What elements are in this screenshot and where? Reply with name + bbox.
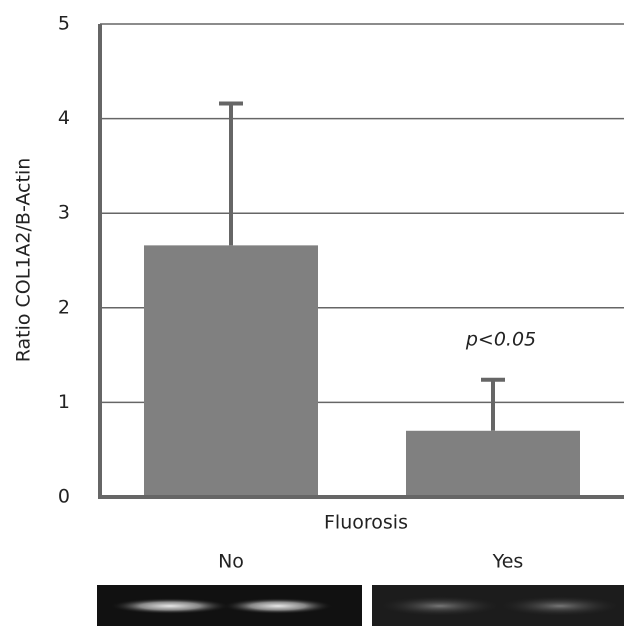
chart: Ratio COL1A2/B-Actin Fluorosis 0 1 2 3 4 5 No Y… bbox=[0, 0, 624, 626]
gel-image bbox=[97, 585, 624, 626]
x-tick-label: Yes bbox=[492, 551, 524, 573]
y-tick-label: 3 bbox=[58, 202, 70, 224]
page: Ratio COL1A2/B-Actin Fluorosis 0 1 2 3 4 5 No Y… bbox=[0, 0, 624, 630]
x-tick-label: No bbox=[218, 551, 244, 573]
y-tick-label: 4 bbox=[58, 107, 70, 129]
y-tick-label: 2 bbox=[58, 296, 70, 318]
y-tick-label: 1 bbox=[58, 391, 70, 413]
bar bbox=[406, 431, 580, 497]
y-tick-label: 5 bbox=[58, 13, 70, 35]
bar bbox=[144, 245, 318, 497]
y-tick-label: 0 bbox=[58, 486, 70, 508]
annotation: p<0.05 bbox=[465, 329, 536, 351]
y-axis-label: Ratio COL1A2/B-Actin bbox=[13, 158, 35, 363]
x-axis-label: Fluorosis bbox=[324, 512, 408, 534]
